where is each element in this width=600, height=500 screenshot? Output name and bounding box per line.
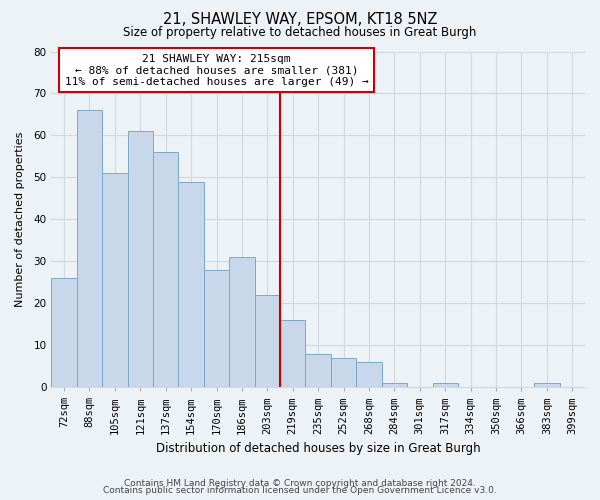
X-axis label: Distribution of detached houses by size in Great Burgh: Distribution of detached houses by size … (156, 442, 481, 455)
Bar (52, 278, 77, 387)
Bar (204, 270, 229, 387)
Bar (128, 131, 153, 387)
Text: Contains HM Land Registry data © Crown copyright and database right 2024.: Contains HM Land Registry data © Crown c… (124, 478, 476, 488)
Bar (534, 383, 560, 387)
Text: 21 SHAWLEY WAY: 215sqm
← 88% of detached houses are smaller (381)
11% of semi-de: 21 SHAWLEY WAY: 215sqm ← 88% of detached… (65, 54, 368, 87)
Bar (77, 110, 102, 387)
Text: Contains public sector information licensed under the Open Government Licence v3: Contains public sector information licen… (103, 486, 497, 495)
Bar (102, 173, 128, 387)
Bar (229, 257, 254, 387)
Bar (280, 320, 305, 387)
Bar (254, 295, 280, 387)
Bar (178, 182, 204, 387)
Bar (305, 354, 331, 387)
Text: Size of property relative to detached houses in Great Burgh: Size of property relative to detached ho… (124, 26, 476, 39)
Bar (153, 152, 178, 387)
Bar (382, 383, 407, 387)
Y-axis label: Number of detached properties: Number of detached properties (15, 132, 25, 307)
Bar (433, 383, 458, 387)
Bar (356, 362, 382, 387)
Bar (331, 358, 356, 387)
Text: 21, SHAWLEY WAY, EPSOM, KT18 5NZ: 21, SHAWLEY WAY, EPSOM, KT18 5NZ (163, 12, 437, 28)
